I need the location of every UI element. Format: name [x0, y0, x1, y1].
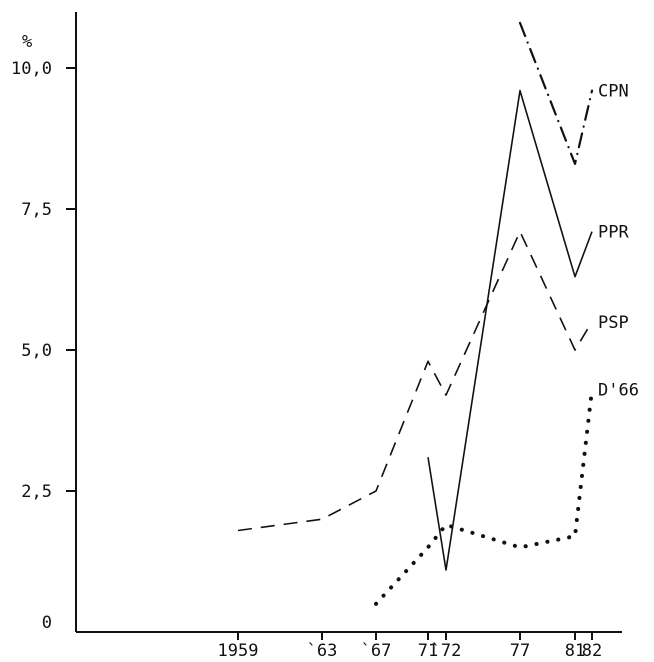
x-tick-label: `67 — [361, 641, 392, 661]
axes: % — [22, 12, 622, 633]
x-tick-label: 82 — [582, 641, 602, 661]
x-tick-label: `72 — [431, 641, 462, 661]
series-line-psp — [237, 230, 593, 532]
series-line-d-66 — [374, 387, 594, 606]
series-label-d-66: D'66 — [598, 380, 639, 400]
y-tick-label: 2,5 — [21, 482, 52, 502]
x-tick-label: 71 — [418, 641, 438, 661]
series-labels: CPN PPR PSP D'66 — [598, 82, 639, 401]
x-tick-label: `63 — [307, 641, 338, 661]
y-tick-label: 7,5 — [21, 200, 52, 220]
series-label-cpn: CPN — [598, 82, 629, 102]
series-label-ppr: PPR — [598, 223, 629, 243]
y-tick-label: 10,0 — [11, 59, 52, 79]
y-tick-label: 5,0 — [21, 341, 52, 361]
y-tick-label: 0 — [42, 613, 52, 633]
x-tick-label: 77 — [510, 641, 530, 661]
series-line-ppr — [427, 89, 593, 571]
series-line-cpn — [518, 21, 594, 165]
series-label-psp: PSP — [598, 313, 629, 333]
y-ticks: 0 2,5 5,0 7,5 10,0 — [11, 59, 76, 633]
series-lines — [237, 21, 594, 606]
y-axis-label: % — [22, 32, 32, 52]
x-tick-label: 1959 — [218, 641, 259, 661]
x-tick-label: 81 — [565, 641, 585, 661]
